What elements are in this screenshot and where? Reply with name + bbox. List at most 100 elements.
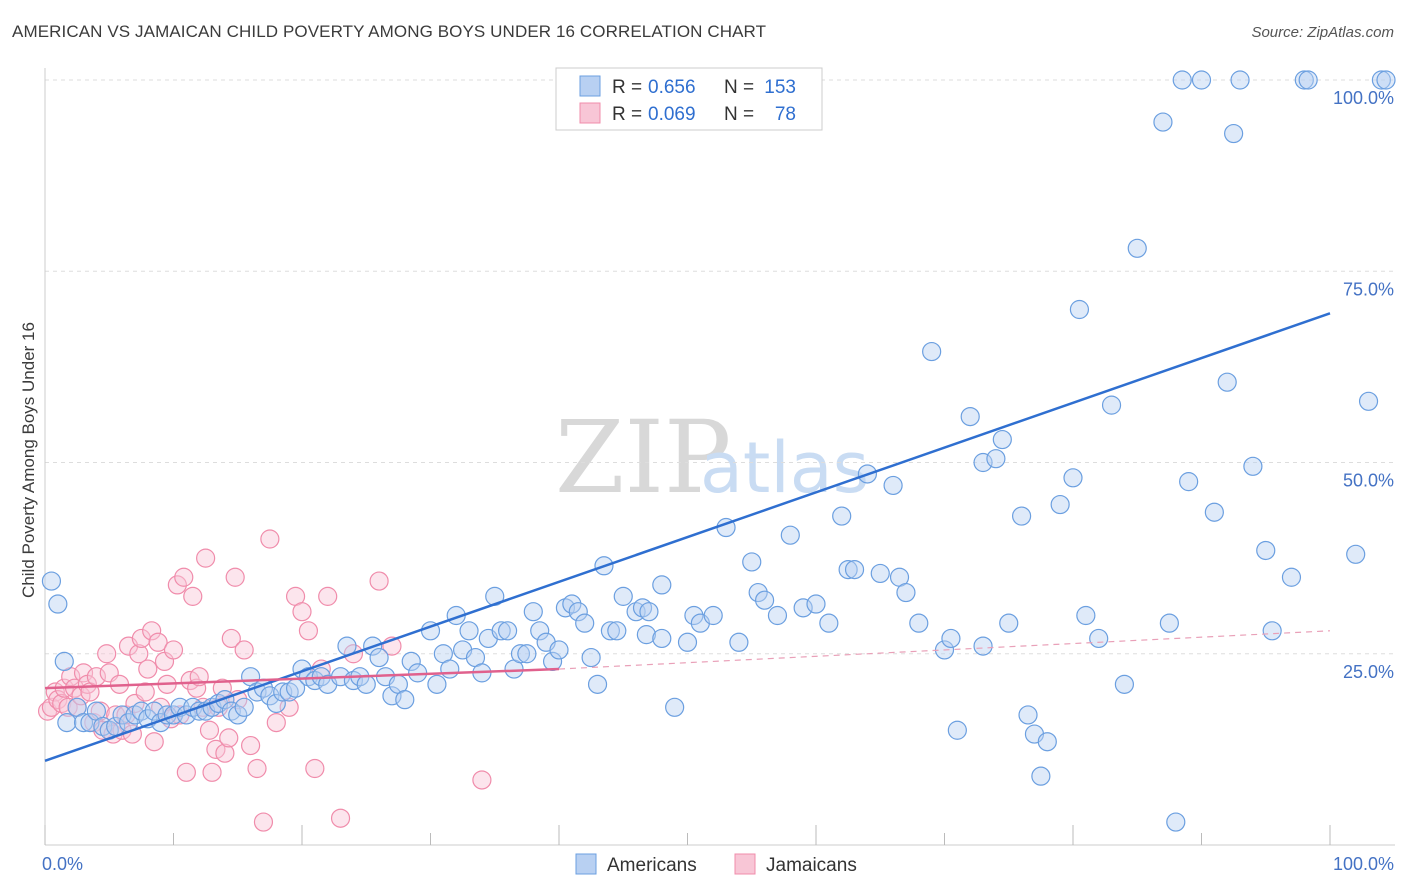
jamaicans-point <box>266 712 286 733</box>
americans-point <box>883 475 903 496</box>
legend-r-value-2: 0.069 <box>648 104 696 125</box>
bottom-legend-swatch-jamaicans <box>734 853 756 875</box>
americans-point <box>1230 70 1250 90</box>
americans-point <box>382 686 402 706</box>
americans-point <box>806 594 826 614</box>
y-tick-label-2: 75.0% <box>1343 279 1394 299</box>
americans-point <box>639 602 659 622</box>
americans-point <box>1063 468 1083 488</box>
legend-n-label-2: N = <box>724 104 754 125</box>
americans-point <box>1037 732 1057 752</box>
jamaicans-point <box>212 678 232 698</box>
americans-point <box>523 602 543 622</box>
americans-point <box>754 590 775 610</box>
americans-point <box>57 712 77 733</box>
americans-point <box>1011 506 1032 526</box>
americans-point <box>992 429 1012 450</box>
americans-point <box>703 605 723 626</box>
americans-point <box>48 594 68 614</box>
americans-point <box>1262 621 1282 641</box>
americans-point <box>260 686 280 706</box>
americans-point <box>838 559 858 580</box>
americans-point <box>440 659 460 679</box>
americans-point <box>587 674 608 694</box>
americans-point <box>922 341 942 362</box>
jamaicans-point <box>369 571 389 591</box>
americans-point <box>1256 540 1276 561</box>
americans-point <box>1217 372 1237 392</box>
americans-point <box>1166 812 1186 832</box>
americans-point <box>999 613 1019 633</box>
americans-point <box>1179 472 1199 492</box>
y-tick-label-0: 25.0% <box>1343 662 1394 682</box>
jamaicans-point <box>97 644 117 664</box>
americans-point <box>960 407 980 427</box>
chart-title: AMERICAN VS JAMAICAN CHILD POVERTY AMONG… <box>12 22 767 41</box>
americans-point <box>973 636 993 656</box>
americans-point <box>575 613 595 633</box>
jamaicans-point <box>167 575 187 595</box>
americans-point <box>1224 123 1244 144</box>
americans-point <box>459 621 479 641</box>
jamaicans-point <box>163 640 184 660</box>
watermark-atlas: atlas <box>700 427 869 509</box>
jamaicans-point <box>174 567 194 587</box>
americans-point <box>652 628 672 649</box>
legend-n-value-1: 153 <box>764 77 796 98</box>
americans-point <box>652 575 672 595</box>
americans-point <box>1089 628 1109 649</box>
jamaicans-point <box>41 697 62 717</box>
legend-r-label-2: R = <box>612 104 642 125</box>
jamaicans-trend-extension <box>558 630 1331 670</box>
legend-swatch-jamaicans <box>579 102 601 124</box>
americans-point <box>600 621 621 641</box>
americans-point <box>369 647 389 668</box>
jamaicans-point <box>330 808 351 828</box>
americans-point <box>684 605 704 626</box>
americans-point <box>613 586 633 606</box>
y-tick-labels: 25.0% 50.0% 75.0% 100.0% <box>1333 88 1394 682</box>
americans-point <box>636 625 656 645</box>
americans-point <box>228 705 248 725</box>
americans-point <box>530 621 550 641</box>
axes <box>44 68 1395 846</box>
bottom-legend-label-jamaicans: Jamaicans <box>766 855 857 876</box>
series-legend: Americans Jamaicans <box>575 853 857 876</box>
americans-point <box>144 701 164 721</box>
trend-lines <box>44 312 1331 763</box>
y-axis-label: Child Poverty Among Boys Under 16 <box>19 322 38 598</box>
y-tick-label-3: 100.0% <box>1333 88 1394 108</box>
americans-point <box>1346 544 1366 564</box>
americans-point <box>517 644 537 664</box>
jamaicans-point <box>215 743 235 763</box>
jamaicans-point <box>292 602 312 622</box>
x-tick-label-min: 0.0% <box>42 854 83 874</box>
americans-point <box>947 720 967 740</box>
americans-point <box>1191 70 1212 90</box>
americans-point <box>401 651 421 672</box>
x-tick-label-max: 100.0% <box>1333 854 1394 874</box>
jamaicans-point <box>305 758 325 779</box>
jamaicans-point <box>247 758 267 779</box>
americans-point <box>1018 705 1038 725</box>
legend-r-label-1: R = <box>612 77 642 98</box>
americans-point <box>1159 613 1179 633</box>
jamaicans-point <box>318 586 338 606</box>
jamaicans-point <box>196 548 216 568</box>
americans-point <box>832 506 852 526</box>
americans-point <box>266 693 286 714</box>
americans-point <box>1358 391 1379 411</box>
americans-point <box>54 651 74 672</box>
americans-point <box>581 647 601 668</box>
americans-point <box>896 582 916 603</box>
americans-point <box>273 682 293 702</box>
jamaicans-point <box>129 644 149 664</box>
americans-point <box>80 712 100 733</box>
americans-point <box>844 559 865 580</box>
americans-point <box>491 621 511 641</box>
bottom-legend-label-americans: Americans <box>607 855 697 876</box>
americans-point <box>215 690 235 710</box>
jamaicans-point <box>253 812 274 832</box>
jamaicans-points <box>37 529 492 832</box>
